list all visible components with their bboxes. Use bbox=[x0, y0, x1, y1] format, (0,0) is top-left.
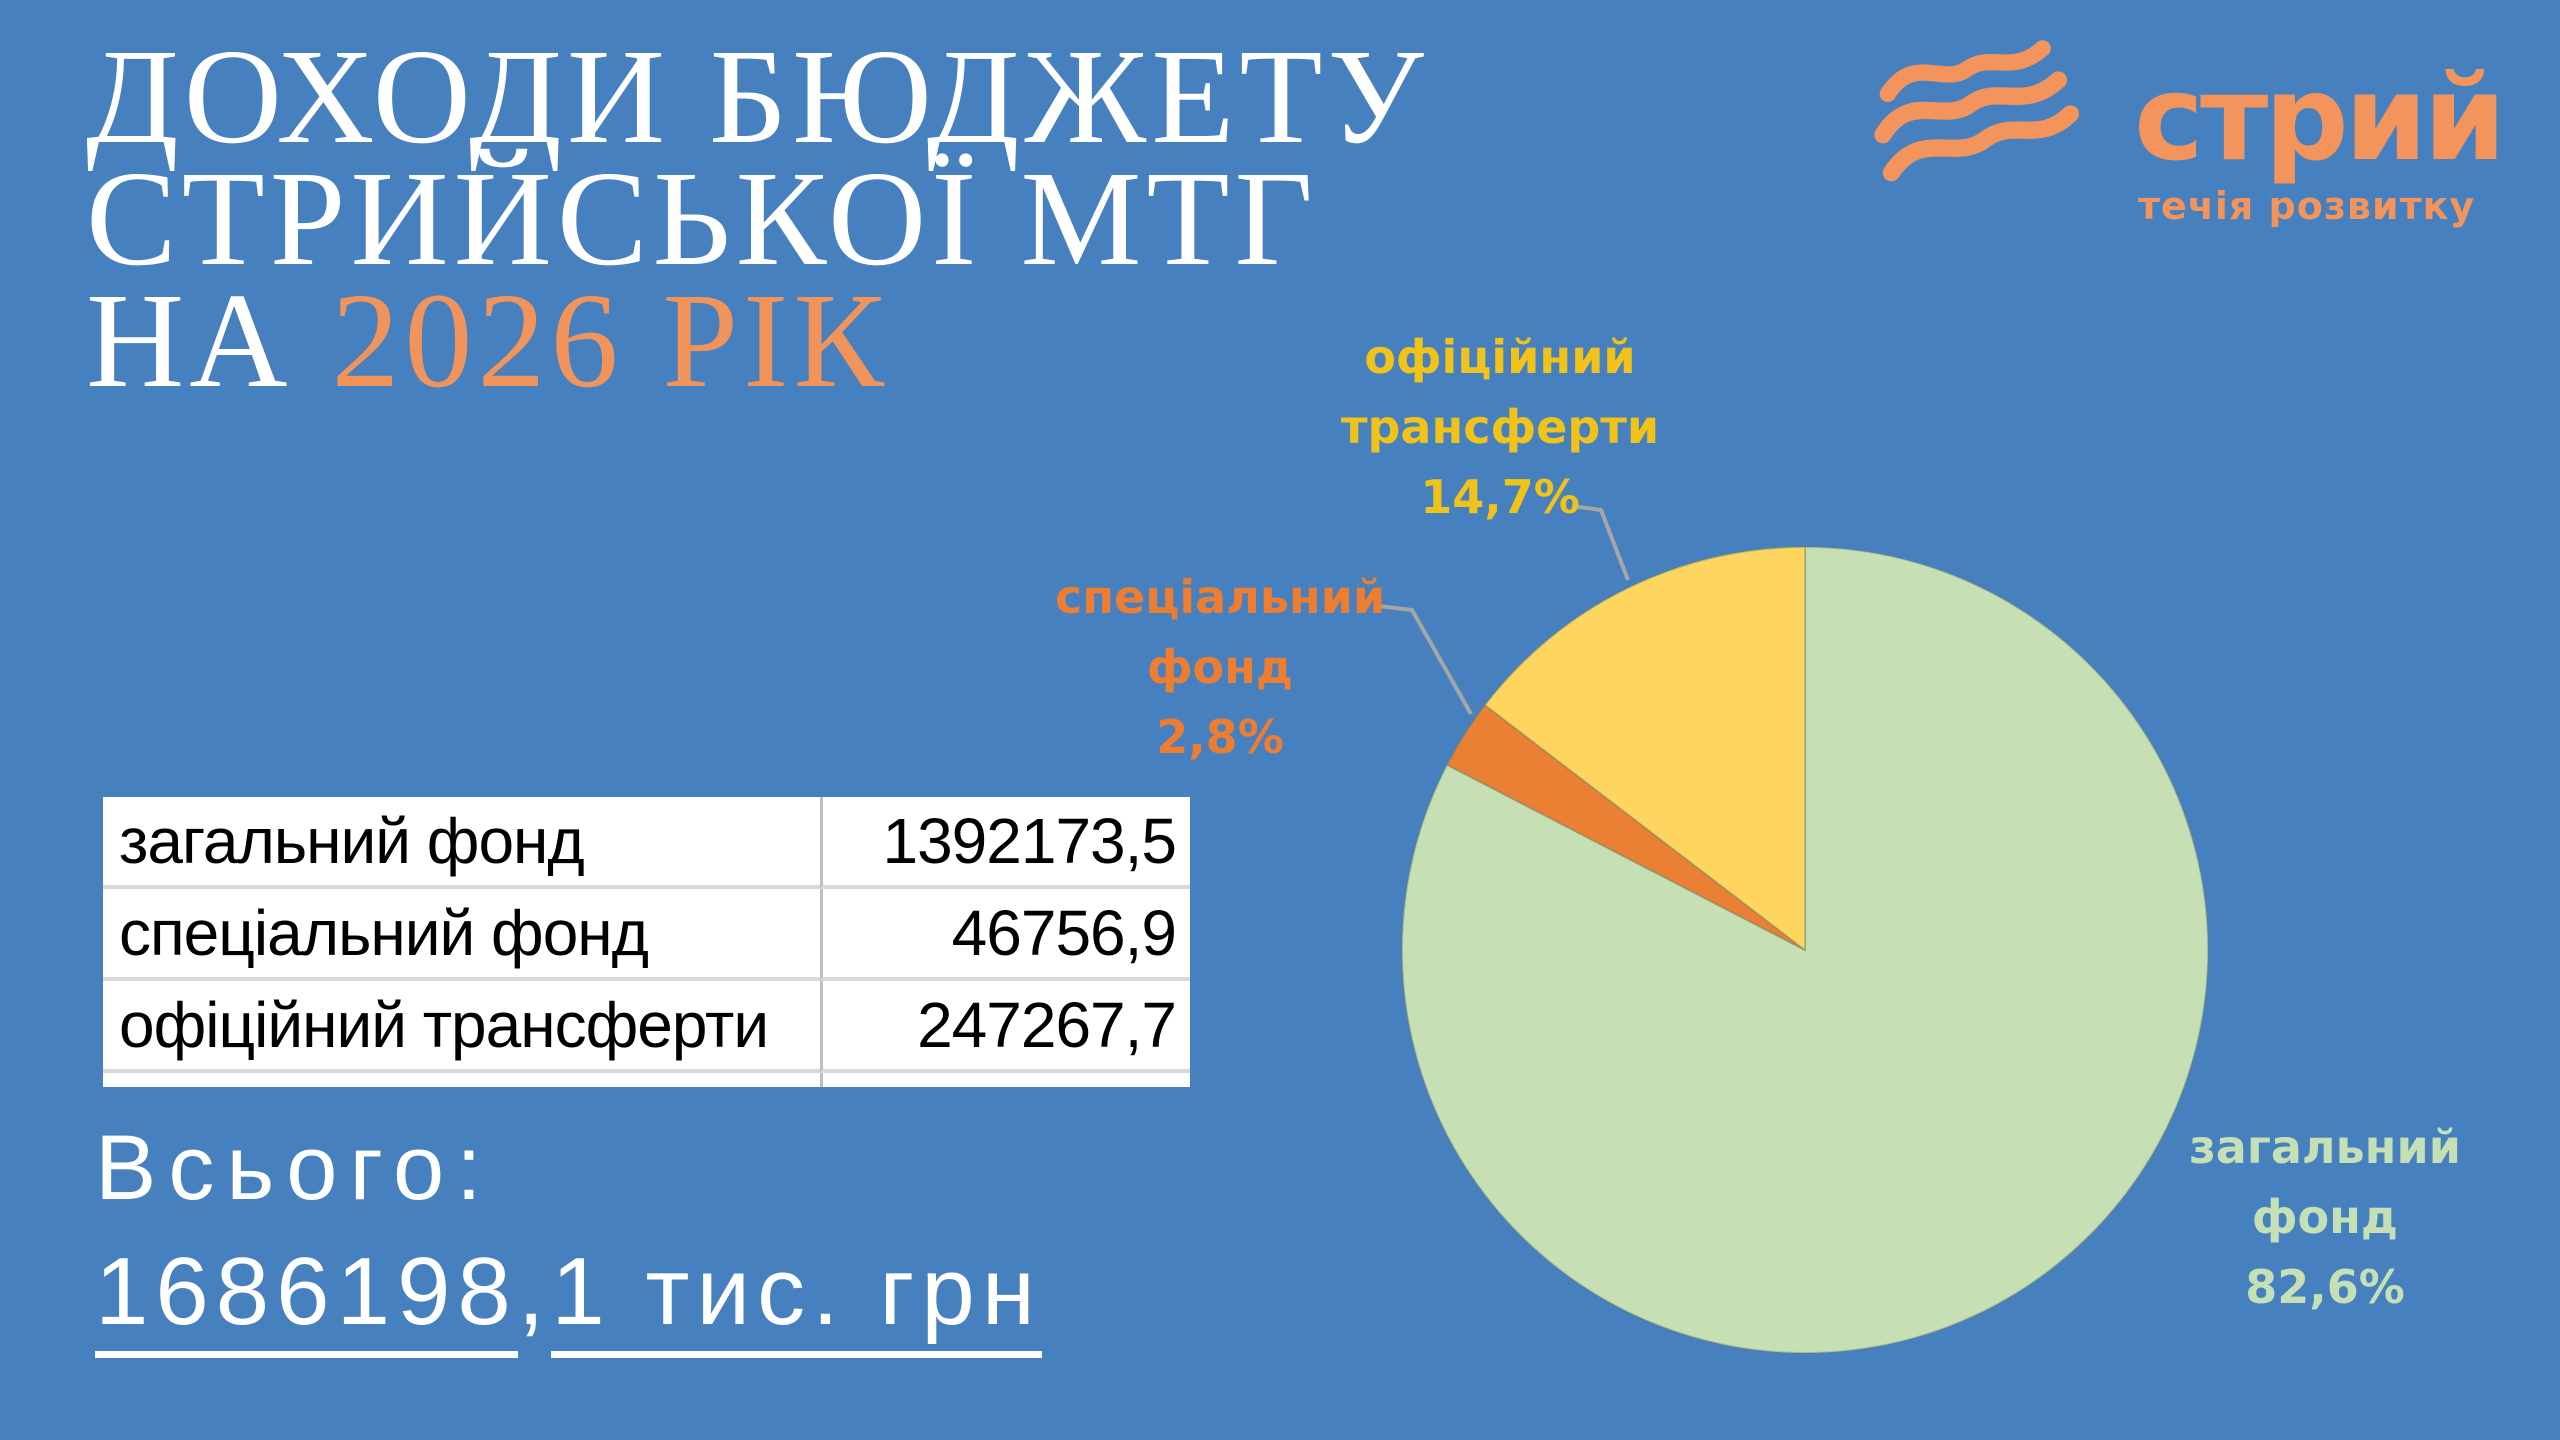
pie-label-special-fund: спеціальний фонд 2,8% bbox=[1055, 562, 1385, 772]
logo: стрий течія розвитку bbox=[1870, 28, 2506, 229]
title-line-3: НА 2026 РІК bbox=[86, 273, 1429, 409]
total-value-part2: 1 тис. грн bbox=[551, 1237, 1042, 1358]
table-row-label: офіційний трансферти bbox=[103, 981, 820, 1073]
title-line-1: ДОХОДИ БЮДЖЕТУ bbox=[86, 22, 1429, 172]
pie-slice-0 bbox=[1401, 545, 2210, 1354]
budget-table: загальний фонд 1392173,5 спеціальний фон… bbox=[103, 797, 1190, 1087]
page-title: ДОХОДИ БЮДЖЕТУ СТРИЙСЬКОЇ МТГ НА 2026 РІ… bbox=[86, 22, 1429, 409]
pie-slice-1 bbox=[1445, 703, 1806, 951]
total-value: 1686198,1 тис. грн bbox=[95, 1237, 1042, 1358]
pie-label-name: офіційний трансферти bbox=[1340, 330, 1660, 454]
pie-label-name: загальний фонд bbox=[2189, 1120, 2461, 1244]
title-line-3-prefix: НА bbox=[86, 266, 332, 416]
pie-label-percent: 82,6% bbox=[2245, 1260, 2405, 1314]
logo-name: стрий bbox=[2134, 49, 2506, 187]
pie-slices bbox=[1401, 545, 2210, 1354]
leader-line-special-fund bbox=[1377, 604, 1473, 715]
pie-label-percent: 14,7% bbox=[1420, 470, 1580, 524]
leader-line-official-transfers bbox=[1571, 504, 1630, 581]
pie-label-name: спеціальний фонд bbox=[1055, 570, 1386, 694]
logo-text-block: стрий течія розвитку bbox=[2134, 49, 2506, 229]
table-row-value: 247267,7 bbox=[820, 981, 1190, 1073]
logo-tagline: течія розвитку bbox=[2138, 184, 2476, 229]
table-row-value: 1392173,5 bbox=[820, 797, 1190, 889]
total-block: Всього: 1686198,1 тис. грн bbox=[95, 1116, 1042, 1358]
table-row-label: загальний фонд bbox=[103, 797, 820, 889]
pie-label-percent: 2,8% bbox=[1156, 710, 1284, 764]
waves-icon bbox=[1874, 40, 2080, 182]
total-label: Всього: bbox=[95, 1117, 494, 1219]
table-row-partial bbox=[820, 1073, 1190, 1087]
pie-slice-2 bbox=[1483, 545, 1806, 953]
table-row-label: спеціальний фонд bbox=[103, 889, 820, 981]
table-row-value: 46756,9 bbox=[820, 889, 1190, 981]
title-line-2: СТРИЙСЬКОЇ МТГ bbox=[86, 144, 1319, 294]
total-value-part1: 1686198 bbox=[95, 1237, 518, 1358]
pie-label-general-fund: загальний фонд 82,6% bbox=[2170, 1112, 2480, 1322]
title-year-accent: 2026 РІК bbox=[331, 266, 890, 416]
pie-label-official-transfers: офіційний трансферти 14,7% bbox=[1340, 322, 1660, 532]
total-value-separator: , bbox=[517, 1238, 552, 1345]
